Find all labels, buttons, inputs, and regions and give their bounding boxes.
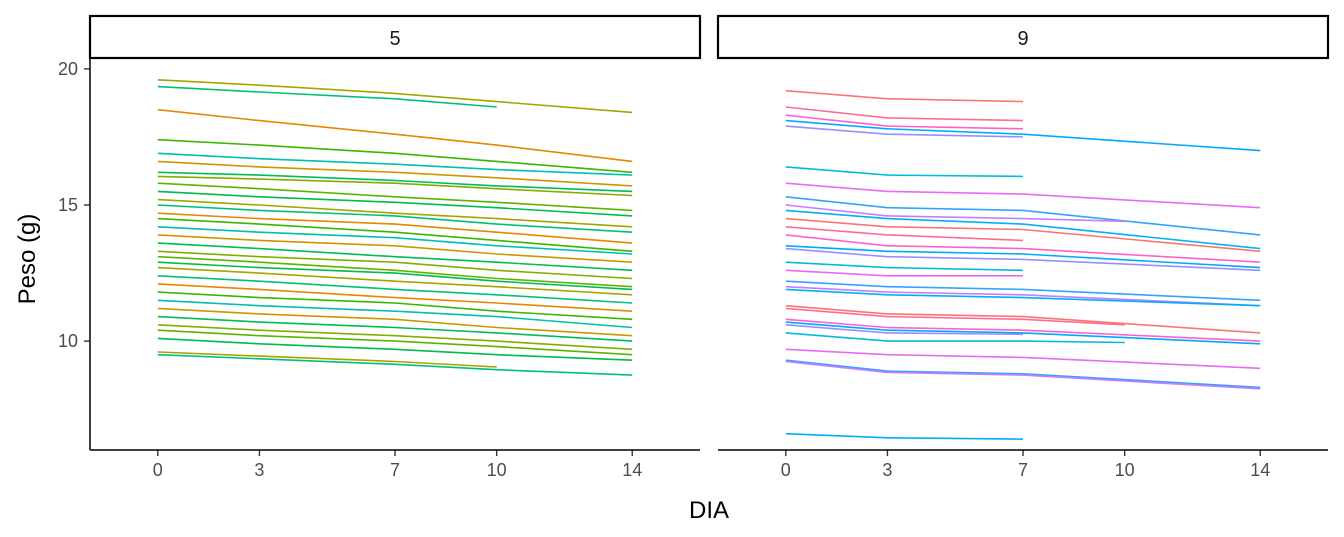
series-line (785, 285, 1261, 307)
series-line (157, 351, 497, 368)
series-line (157, 250, 633, 280)
series-line (785, 360, 1261, 390)
series-line (157, 291, 633, 321)
series-line (157, 266, 633, 296)
x-tick-label: 14 (1250, 460, 1270, 480)
series-line (785, 106, 1024, 122)
series-line (785, 166, 1024, 178)
series-line (157, 315, 633, 342)
series-line (157, 138, 633, 174)
x-tick-label: 7 (1018, 460, 1028, 480)
series-line (785, 209, 1261, 250)
series-line (157, 283, 633, 312)
series-line (157, 79, 633, 114)
series-line (785, 114, 1024, 130)
series-line (785, 321, 1261, 345)
series-line (785, 304, 1261, 334)
series-line (785, 269, 1023, 277)
series-line (157, 212, 633, 244)
series-line (157, 175, 633, 197)
series-line (157, 108, 633, 163)
y-ticks: 10 15 20 (58, 59, 90, 351)
series-line (785, 307, 1125, 326)
panel-5: 5 10 15 20 0 3 7 10 14 (58, 14, 702, 480)
series-line (157, 204, 633, 233)
series-line (157, 152, 633, 176)
series-group (157, 79, 633, 376)
series-line (785, 288, 1261, 307)
series-line (785, 261, 1024, 272)
series-line (157, 255, 633, 288)
y-tick-label: 10 (58, 331, 78, 351)
x-axis-title: DIA (689, 497, 729, 524)
series-line (157, 299, 633, 329)
series-line (157, 234, 633, 263)
series-line (157, 242, 633, 272)
x-tick-label: 14 (622, 460, 642, 480)
series-group (785, 89, 1261, 440)
series-line (785, 324, 1024, 336)
series-line (157, 171, 633, 193)
series-line (157, 324, 633, 351)
series-line (785, 318, 1261, 342)
series-line (785, 245, 1261, 269)
series-line (157, 337, 633, 361)
x-tick-label: 3 (254, 460, 264, 480)
series-line (785, 119, 1261, 152)
series-line (157, 190, 633, 217)
x-tick-label: 7 (390, 460, 400, 480)
y-tick-label: 15 (58, 195, 78, 215)
series-line (785, 226, 1024, 242)
series-line (157, 275, 633, 304)
x-tick-label: 3 (882, 460, 892, 480)
y-axis-title: Peso (g) (14, 214, 41, 305)
series-line (157, 160, 633, 187)
series-line (157, 198, 633, 228)
series-line (785, 125, 1024, 138)
series-line (157, 226, 633, 255)
series-line (785, 196, 1261, 236)
series-line (785, 348, 1261, 370)
series-line (157, 217, 633, 253)
series-line (157, 307, 633, 337)
x-ticks: 0 3 7 10 14 (781, 450, 1270, 480)
series-line (785, 247, 1261, 272)
series-line (785, 432, 1024, 440)
series-line (785, 217, 1261, 253)
y-tick-label: 20 (58, 59, 78, 79)
strip-box (716, 14, 1330, 60)
series-line (785, 359, 1261, 389)
series-line (157, 85, 497, 108)
strip-label: 9 (1017, 28, 1028, 50)
series-line (157, 353, 633, 376)
x-ticks: 0 3 7 10 14 (153, 450, 642, 480)
x-tick-label: 0 (153, 460, 163, 480)
x-tick-label: 10 (487, 460, 507, 480)
strip-box (88, 14, 702, 60)
series-line (785, 182, 1261, 209)
series-line (785, 332, 1125, 344)
series-line (157, 261, 633, 291)
series-line (785, 89, 1024, 103)
series-line (785, 204, 1125, 223)
series-line (157, 329, 633, 356)
panel-9: 9 0 3 7 10 14 (716, 14, 1330, 480)
x-tick-label: 10 (1115, 460, 1135, 480)
series-line (785, 280, 1261, 302)
series-line (785, 234, 1261, 263)
series-line (157, 182, 633, 212)
x-tick-label: 0 (781, 460, 791, 480)
strip-label: 5 (389, 28, 400, 50)
